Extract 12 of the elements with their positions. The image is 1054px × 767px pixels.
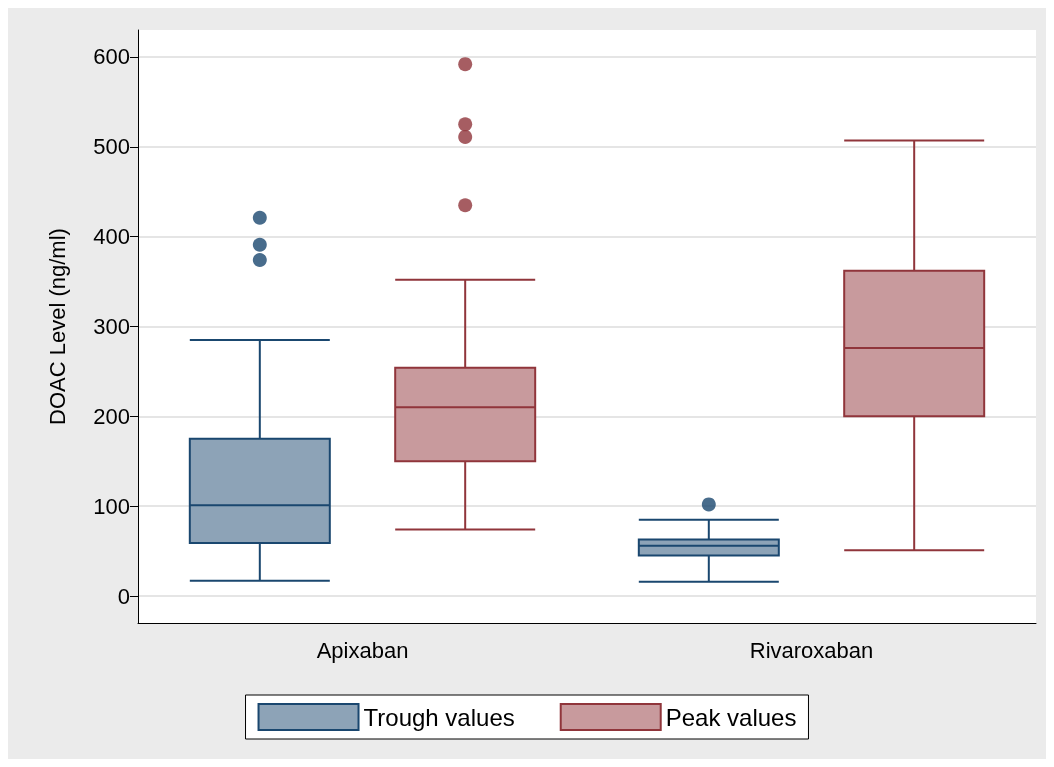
legend-label: Peak values (665, 703, 797, 731)
y-tick-label: 500 (93, 134, 130, 160)
y-tick-label: 100 (93, 493, 130, 519)
legend-label: Trough values (363, 703, 515, 731)
y-axis-title: DOAC Level (ng/ml) (44, 228, 70, 425)
y-tick-label: 400 (93, 224, 130, 250)
x-tick-label: Apixaban (316, 637, 409, 663)
x-tick-label: Rivaroxaban (749, 637, 874, 663)
y-tick-label: 300 (93, 314, 130, 339)
y-tick-label: 600 (93, 44, 130, 70)
y-tick-label: 0 (117, 583, 130, 609)
y-tick-label: 200 (93, 403, 130, 429)
